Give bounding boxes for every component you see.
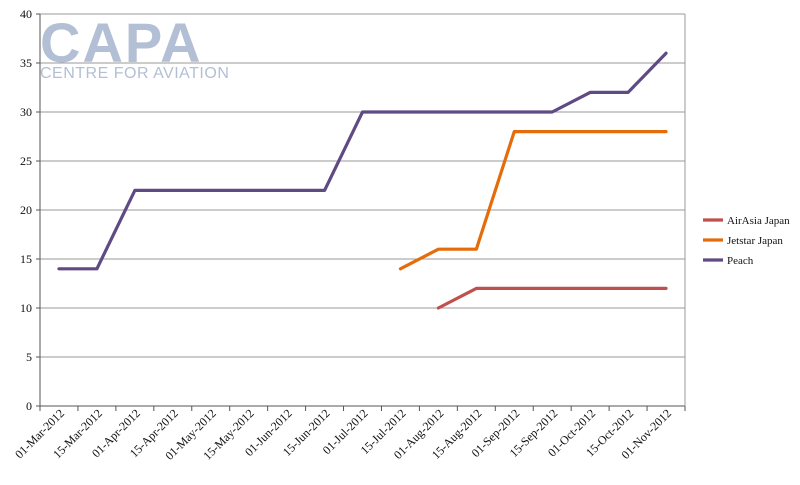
y-tick-label: 5 [26, 350, 32, 364]
y-tick-label: 25 [20, 154, 32, 168]
legend-label-jetstar-japan: Jetstar Japan [727, 235, 783, 247]
legend-label-airasia-japan: AirAsia Japan [727, 215, 790, 227]
y-tick-labels: 0 5 10 15 20 25 30 35 40 [20, 7, 32, 413]
series-line-peach [57, 51, 668, 271]
watermark-brand: CAPA [40, 11, 203, 74]
legend: AirAsia Japan Jetstar Japan Peach [703, 215, 790, 267]
y-tick-label: 15 [20, 252, 32, 266]
y-tick-label: 10 [20, 301, 32, 315]
y-tick-label: 30 [20, 105, 32, 119]
legend-label-peach: Peach [727, 255, 754, 267]
series-lines [57, 51, 668, 310]
y-tick-label: 40 [20, 7, 32, 21]
x-tick-labels: 01-Mar-201215-Mar-201201-Apr-201215-Apr-… [12, 406, 674, 463]
watermark-logo: CAPA CENTRE FOR AVIATION [40, 11, 229, 82]
y-tick-label: 0 [26, 399, 32, 413]
watermark-tagline: CENTRE FOR AVIATION [40, 65, 229, 82]
y-tick-label: 35 [20, 56, 32, 70]
y-tick-label: 20 [20, 203, 32, 217]
series-line-airasia-japan [436, 286, 668, 310]
series-line-jetstar-japan [398, 130, 668, 271]
axes [36, 13, 686, 411]
